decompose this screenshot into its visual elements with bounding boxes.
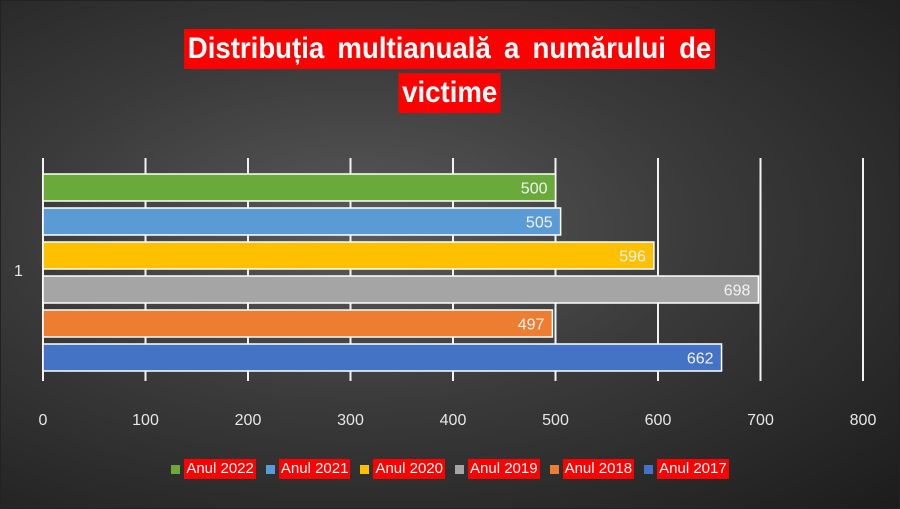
legend-swatch: [360, 464, 370, 474]
x-tick-label: 500: [542, 412, 569, 429]
value-label: 596: [619, 249, 646, 266]
legend-item: Anul 2017: [644, 459, 729, 479]
legend-swatch: [171, 464, 181, 474]
legend-item: Anul 2021: [265, 459, 351, 479]
value-label: 662: [687, 351, 714, 368]
legend-label: Anul 2020: [373, 459, 445, 479]
category-label: 1: [14, 263, 23, 280]
bar: [42, 275, 760, 304]
value-label: 698: [724, 283, 751, 300]
x-tick-label: 700: [747, 412, 774, 429]
legend-label: Anul 2022: [184, 459, 256, 479]
legend-label: Anul 2021: [278, 459, 351, 479]
legend-label: Anul 2019: [468, 459, 540, 479]
value-label: 505: [526, 215, 553, 232]
x-tick-label: 200: [235, 412, 262, 429]
legend-swatch: [549, 464, 559, 474]
legend-swatch: [455, 464, 464, 474]
x-tick-label: 0: [39, 412, 48, 429]
chart-title: Distribuția multianuală a numărului de v…: [1, 29, 899, 113]
legend-item: Anul 2020: [360, 459, 445, 479]
legend-swatch: [265, 464, 275, 474]
legend-item: Anul 2018: [549, 459, 635, 479]
x-tick-label: 600: [645, 412, 672, 429]
legend: Anul 2022 Anul 2021 Anul 2020 Anul 2019 Anul…: [1, 459, 899, 479]
bar: [42, 173, 557, 202]
x-tick-label: 800: [850, 412, 877, 429]
bar: [42, 241, 655, 270]
bar: [42, 207, 562, 236]
x-tick-label: 400: [440, 412, 467, 429]
legend-label: Anul 2018: [562, 459, 635, 479]
legend-item: Anul 2019: [455, 459, 540, 479]
x-tick-labels: 0 100 200 300 400 500 600 700 800: [39, 412, 877, 429]
value-label: 497: [518, 317, 545, 334]
x-tick-label: 100: [132, 412, 159, 429]
bar: [42, 309, 554, 338]
legend-label: Anul 2017: [657, 459, 729, 479]
chart-title-line-2: victime: [398, 73, 502, 113]
legend-item: Anul 2022: [171, 459, 256, 479]
bar: [42, 343, 723, 372]
legend-swatch: [644, 464, 654, 474]
chart-title-line-1: Distribuția multianuală a numărului de: [184, 29, 716, 69]
value-label: 500: [521, 181, 548, 198]
bars: 500 505 596 698 497 662: [42, 173, 760, 372]
x-tick-label: 300: [337, 412, 364, 429]
